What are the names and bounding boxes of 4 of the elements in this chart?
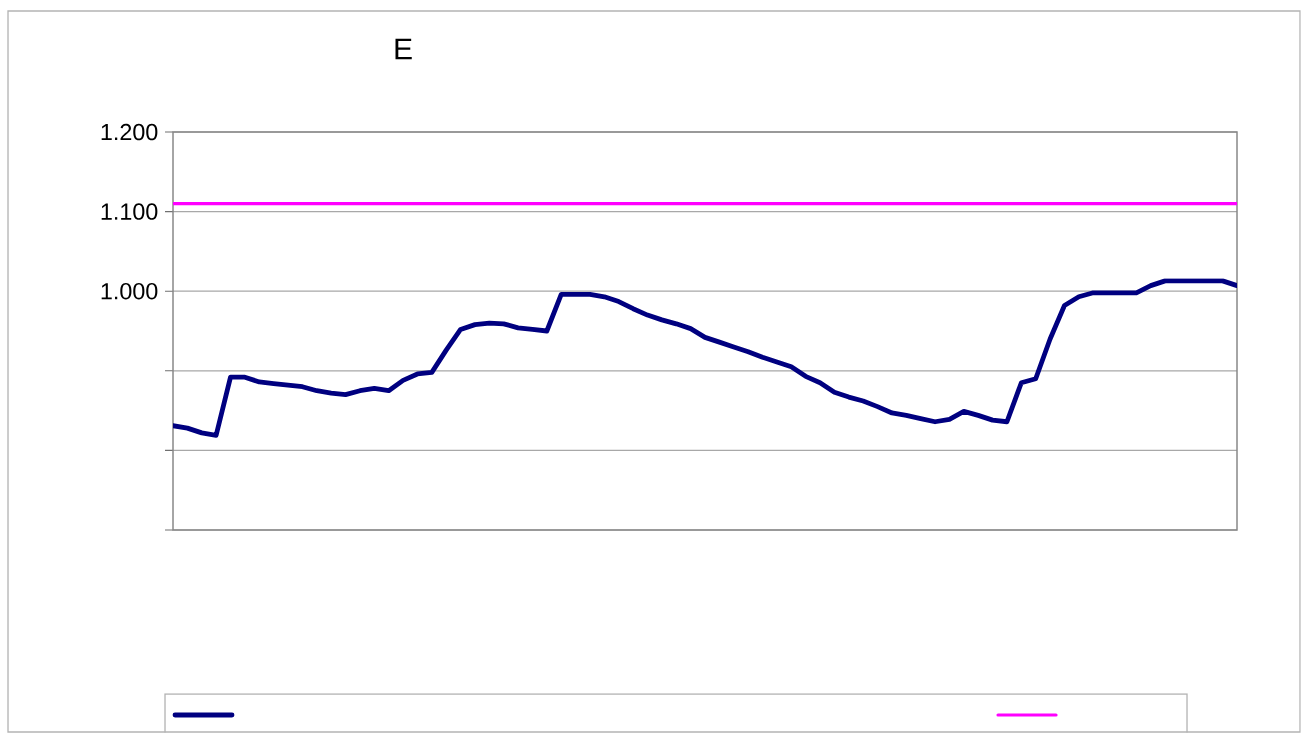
y-tick-label: 1.000	[101, 282, 158, 300]
y-tick-label: 1.200	[101, 123, 158, 141]
y-tick-label: 1.100	[101, 203, 158, 220]
chart-title: E	[395, 38, 412, 60]
